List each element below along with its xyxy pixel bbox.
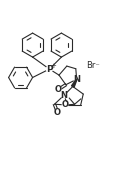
Text: O: O [61,100,69,109]
Circle shape [56,87,61,92]
Circle shape [61,93,67,98]
Text: N: N [61,91,67,100]
Circle shape [74,77,79,82]
Circle shape [55,109,60,115]
Text: P: P [46,65,53,74]
Text: O: O [55,85,62,94]
Circle shape [46,66,52,72]
Text: Br⁻: Br⁻ [86,61,99,70]
Polygon shape [72,79,77,87]
Circle shape [62,102,68,108]
Text: O: O [54,108,61,117]
Text: +: + [50,63,56,69]
Text: N: N [73,75,80,84]
